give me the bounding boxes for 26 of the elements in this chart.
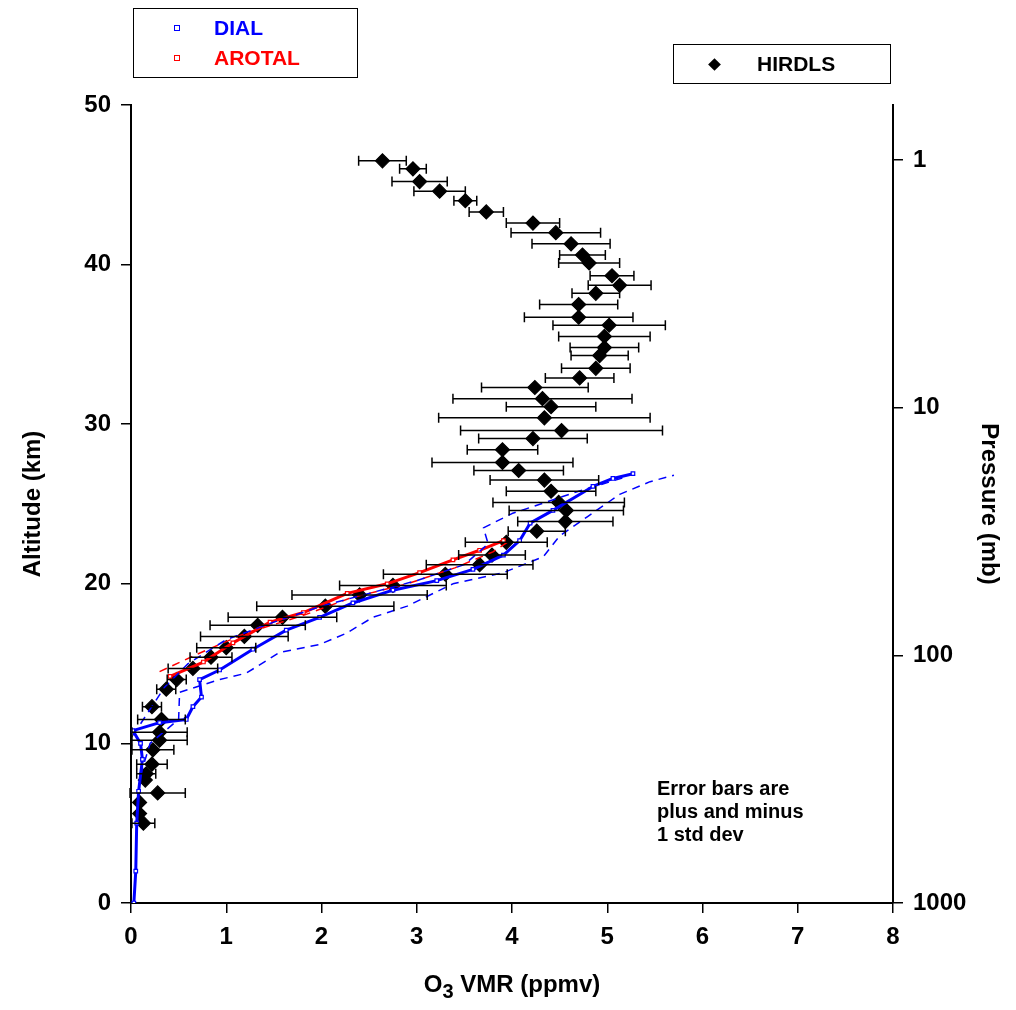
y-axis-title: Altitude (km) bbox=[18, 430, 46, 578]
x-tick-label: 2 bbox=[314, 922, 329, 950]
y-tick-label: 10 bbox=[84, 728, 111, 756]
y-tick-label: 30 bbox=[84, 408, 111, 436]
legend-label: HIRDLS bbox=[757, 52, 836, 76]
y-tick-label: 0 bbox=[97, 887, 111, 915]
y-tick-label: 40 bbox=[84, 249, 111, 277]
y-tick-label: 50 bbox=[84, 89, 111, 117]
x-tick-label: 6 bbox=[695, 922, 710, 950]
x-axis-title: O$_{3}$ VMR (ppmv) bbox=[423, 970, 601, 1003]
x-tick-label: 3 bbox=[410, 922, 424, 950]
annotation: Error bars are plus and minus 1 std dev bbox=[657, 777, 804, 846]
y2-tick-label: 1000 bbox=[913, 887, 967, 915]
x-tick-label: 0 bbox=[124, 922, 138, 950]
x-tick-label: 7 bbox=[791, 922, 805, 950]
x-tick-label: 5 bbox=[600, 922, 614, 950]
y2-tick-label: 1 bbox=[913, 144, 927, 172]
y2-axis-title: Pressure (mb) bbox=[976, 423, 1004, 585]
legend-label: AROTAL bbox=[214, 46, 300, 70]
legend-label: DIAL bbox=[214, 16, 263, 40]
y2-tick-label: 100 bbox=[913, 639, 954, 667]
x-tick-label: 1 bbox=[219, 922, 233, 950]
x-tick-label: 4 bbox=[505, 922, 520, 950]
x-tick-label: 8 bbox=[886, 922, 900, 950]
y2-tick-label: 10 bbox=[913, 392, 940, 420]
y-tick-label: 20 bbox=[84, 568, 111, 596]
